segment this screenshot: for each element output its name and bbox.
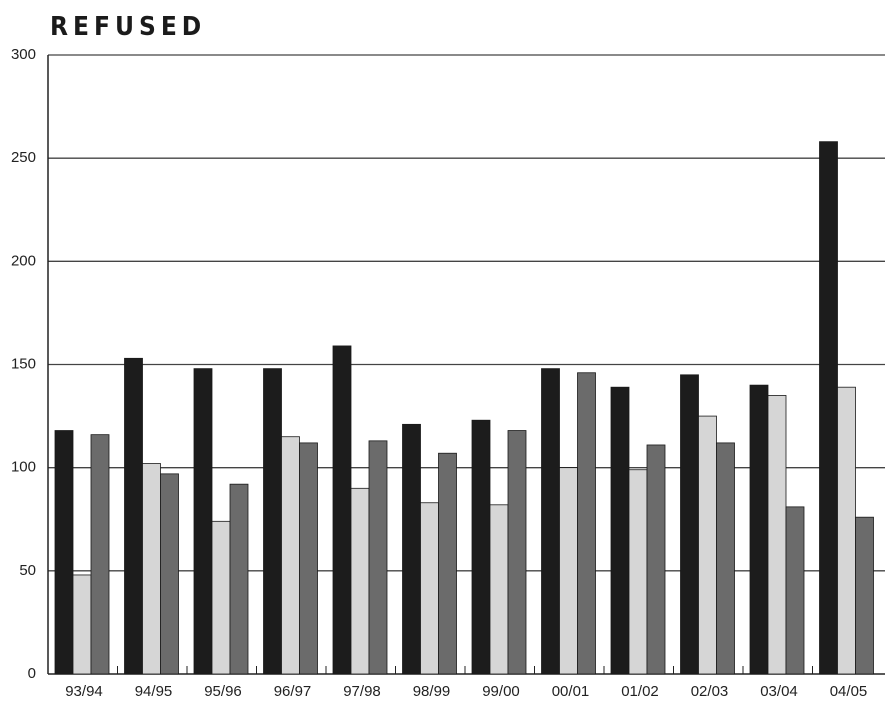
x-tick-label: 95/96 — [204, 683, 242, 700]
bar — [229, 483, 249, 675]
bar — [54, 430, 74, 675]
bar — [263, 368, 282, 675]
bar — [646, 444, 666, 675]
bar — [749, 384, 769, 675]
x-tick-label: 96/97 — [274, 683, 312, 700]
y-tick-label: 200 — [11, 252, 36, 269]
x-tick-label: 94/95 — [135, 683, 173, 700]
x-tick-label: 02/03 — [691, 683, 729, 700]
bar — [281, 436, 300, 675]
bar — [785, 506, 805, 675]
bar — [402, 423, 421, 675]
bar — [350, 487, 370, 675]
bar — [211, 520, 231, 675]
bar — [716, 442, 735, 675]
bar — [767, 395, 787, 675]
bar — [299, 442, 318, 675]
chart-title: REFUSED — [50, 12, 207, 42]
y-tick-label: 150 — [11, 356, 36, 373]
bar — [507, 430, 527, 675]
bar — [855, 516, 874, 675]
bar — [438, 452, 457, 675]
x-tick-label: 99/00 — [482, 683, 520, 700]
y-tick-label: 100 — [11, 459, 36, 476]
bar — [193, 368, 213, 675]
x-tick-label: 93/94 — [65, 683, 103, 700]
bar — [628, 469, 648, 675]
bar — [489, 504, 509, 675]
x-tick-label: 98/99 — [413, 683, 451, 700]
y-tick-label: 300 — [11, 46, 36, 63]
x-tick-label: 97/98 — [343, 683, 381, 700]
bar — [142, 463, 161, 675]
bar — [541, 368, 560, 675]
y-tick-label: 0 — [28, 665, 36, 682]
bar — [559, 467, 578, 675]
x-tick-label: 01/02 — [621, 683, 659, 700]
y-tick-label: 250 — [11, 149, 36, 166]
bar — [332, 345, 352, 675]
bar — [420, 502, 439, 675]
x-tick-label: 03/04 — [760, 683, 798, 700]
bar — [610, 386, 630, 675]
bar — [72, 574, 92, 675]
bar — [819, 141, 838, 675]
bar — [680, 374, 699, 675]
y-tick-label: 50 — [19, 562, 36, 579]
bar — [124, 357, 143, 675]
x-tick-label: 04/05 — [830, 683, 868, 700]
x-tick-label: 00/01 — [552, 683, 590, 700]
bar — [160, 473, 179, 675]
bar — [90, 434, 110, 675]
bar — [577, 372, 596, 675]
bar — [471, 419, 491, 675]
bar — [698, 415, 717, 675]
bar — [368, 440, 388, 675]
bar — [837, 386, 856, 675]
